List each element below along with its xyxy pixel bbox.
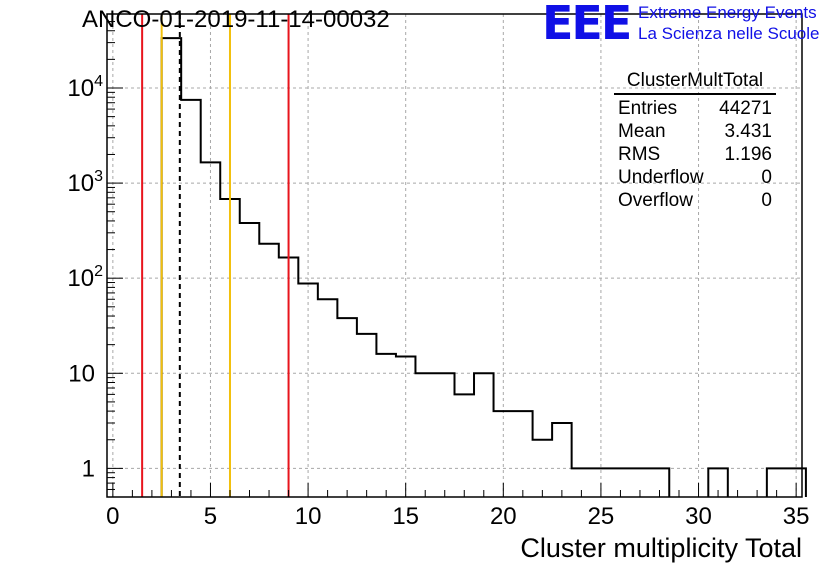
stats-row-underflow: Underflow 0 (614, 166, 776, 189)
stats-label: Entries (618, 98, 678, 119)
x-axis-label: Cluster multiplicity Total (520, 533, 802, 563)
histogram-bin (181, 100, 201, 497)
stats-label: Underflow (618, 167, 704, 188)
histogram-bin (201, 162, 221, 497)
stats-title: ClusterMultTotal (614, 70, 776, 95)
x-tick-label: 20 (490, 503, 517, 530)
stats-value: 3.431 (724, 121, 772, 142)
histogram-bin (298, 283, 318, 497)
y-tick-label: 10 (68, 360, 95, 387)
x-tick-label: 35 (783, 503, 810, 530)
x-tick-label: 15 (392, 503, 419, 530)
y-tick-label: 1 (82, 455, 95, 482)
stats-value: 0 (761, 190, 772, 211)
stats-value: 1.196 (724, 144, 772, 165)
x-tick-label: 5 (204, 503, 217, 530)
run-title: ANCO-01-2019-11-14-00032 (82, 6, 390, 33)
histogram-bin (376, 354, 396, 497)
logo-line-1: Extreme Energy Events (638, 3, 817, 22)
x-tick-label: 30 (685, 503, 712, 530)
eee-logo: EEE (542, 0, 632, 50)
histogram-bin (474, 373, 494, 497)
histogram-bin (337, 318, 357, 497)
histogram-bin (357, 334, 377, 497)
stats-box: ClusterMultTotal Entries 44271 Mean 3.43… (614, 70, 776, 212)
stats-row-mean: Mean 3.431 (614, 120, 776, 143)
histogram-bin (435, 373, 455, 497)
x-tick-label: 0 (106, 503, 119, 530)
histogram-bin (318, 299, 338, 497)
histogram-bin (533, 440, 553, 497)
stats-label: Mean (618, 121, 666, 142)
histogram-bin (162, 38, 182, 497)
y-tick-label: 103 (67, 168, 103, 197)
y-tick-label: 104 (67, 73, 103, 102)
histogram-outline (160, 37, 807, 497)
histogram-bin (415, 373, 435, 497)
logo-line-2: La Scienza nelle Scuole (638, 24, 820, 43)
stats-label: RMS (618, 144, 661, 165)
histogram-bin (259, 244, 279, 497)
stats-label: Overflow (618, 190, 693, 211)
stats-value: 0 (761, 167, 772, 188)
x-tick-label: 25 (588, 503, 615, 530)
y-tick-label: 102 (67, 263, 103, 292)
stats-row-entries: Entries 44271 (614, 97, 776, 120)
stats-value: 44271 (719, 98, 772, 119)
histogram-bin (396, 357, 416, 497)
stats-row-overflow: Overflow 0 (614, 189, 776, 212)
histogram-bin (240, 223, 260, 497)
histogram-bin (513, 411, 533, 497)
histogram-bin (455, 394, 475, 497)
plot-frame (106, 13, 803, 498)
x-tick-label: 10 (295, 503, 322, 530)
histogram-bin (552, 423, 572, 497)
stats-row-rms: RMS 1.196 (614, 143, 776, 166)
